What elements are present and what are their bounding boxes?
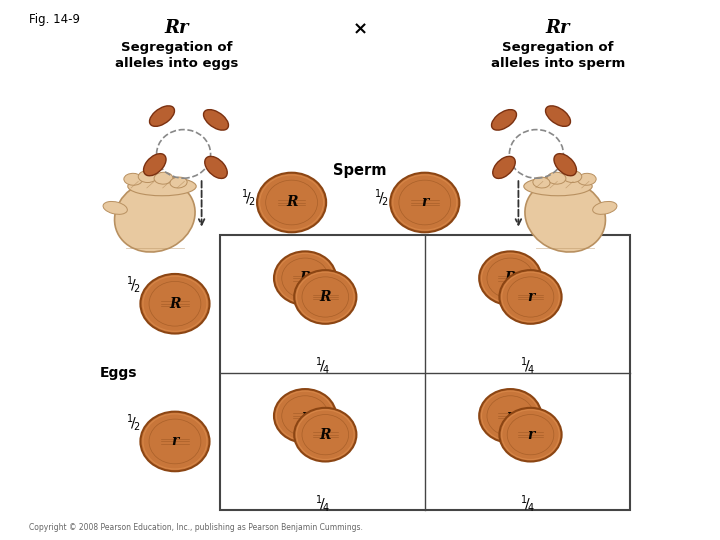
Text: $\mathregular{^1\!/\!_4}$: $\mathregular{^1\!/\!_4}$	[520, 493, 535, 514]
Ellipse shape	[154, 172, 173, 184]
Ellipse shape	[114, 180, 195, 252]
Ellipse shape	[525, 180, 606, 252]
Text: r: r	[302, 409, 309, 423]
Ellipse shape	[140, 274, 210, 334]
Ellipse shape	[547, 172, 566, 184]
Ellipse shape	[128, 177, 196, 195]
Text: $\mathregular{^1\!/\!_2}$: $\mathregular{^1\!/\!_2}$	[126, 412, 140, 433]
Ellipse shape	[204, 110, 228, 130]
Text: Eggs: Eggs	[100, 366, 138, 380]
Text: r: r	[171, 435, 179, 448]
Text: $\mathregular{^1\!/\!_2}$: $\mathregular{^1\!/\!_2}$	[126, 274, 140, 295]
Text: Segregation of
alleles into sperm: Segregation of alleles into sperm	[491, 40, 625, 70]
Ellipse shape	[523, 177, 593, 195]
Ellipse shape	[103, 201, 127, 214]
Ellipse shape	[593, 201, 617, 214]
Ellipse shape	[204, 157, 228, 178]
Text: R: R	[169, 297, 181, 310]
Ellipse shape	[533, 177, 550, 188]
Ellipse shape	[170, 177, 187, 188]
Text: Segregation of
alleles into eggs: Segregation of alleles into eggs	[114, 40, 238, 70]
Ellipse shape	[257, 173, 326, 232]
Ellipse shape	[554, 154, 577, 176]
Ellipse shape	[124, 173, 143, 185]
Text: $\mathregular{^1\!/\!_2}$: $\mathregular{^1\!/\!_2}$	[241, 187, 256, 207]
Ellipse shape	[143, 154, 166, 176]
Text: R: R	[320, 428, 331, 442]
Text: r: r	[527, 428, 534, 442]
Ellipse shape	[480, 389, 541, 443]
Ellipse shape	[480, 251, 541, 305]
Text: $\mathregular{^1\!/\!_4}$: $\mathregular{^1\!/\!_4}$	[520, 355, 535, 376]
Text: $\mathregular{^1\!/\!_4}$: $\mathregular{^1\!/\!_4}$	[315, 493, 330, 514]
Ellipse shape	[577, 173, 596, 185]
Ellipse shape	[274, 389, 336, 443]
Text: R: R	[300, 271, 311, 285]
Ellipse shape	[492, 110, 516, 130]
Bar	[220, 235, 630, 510]
Text: $\mathregular{^1\!/\!_2}$: $\mathregular{^1\!/\!_2}$	[374, 187, 389, 207]
Text: r: r	[527, 290, 534, 304]
Ellipse shape	[492, 157, 516, 178]
Ellipse shape	[500, 270, 562, 324]
Text: $\mathregular{^1\!/\!_4}$: $\mathregular{^1\!/\!_4}$	[315, 355, 330, 376]
Ellipse shape	[138, 171, 157, 183]
Text: Rr: Rr	[164, 19, 189, 37]
Ellipse shape	[294, 270, 356, 324]
Ellipse shape	[294, 408, 356, 462]
Text: R: R	[505, 271, 516, 285]
Text: R: R	[286, 195, 297, 210]
Ellipse shape	[140, 411, 210, 471]
Text: Rr: Rr	[546, 19, 570, 37]
Text: R: R	[320, 290, 331, 304]
Text: Fig. 14-9: Fig. 14-9	[29, 14, 80, 26]
Ellipse shape	[274, 251, 336, 305]
Ellipse shape	[150, 106, 174, 126]
Text: ×: ×	[352, 21, 368, 38]
Ellipse shape	[563, 171, 582, 183]
Text: r: r	[421, 195, 428, 210]
Ellipse shape	[390, 173, 459, 232]
Ellipse shape	[500, 408, 562, 462]
Ellipse shape	[546, 106, 570, 126]
Text: r: r	[507, 409, 514, 423]
Text: Copyright © 2008 Pearson Education, Inc., publishing as Pearson Benjamin Cumming: Copyright © 2008 Pearson Education, Inc.…	[29, 523, 363, 532]
Text: Sperm: Sperm	[333, 163, 387, 178]
